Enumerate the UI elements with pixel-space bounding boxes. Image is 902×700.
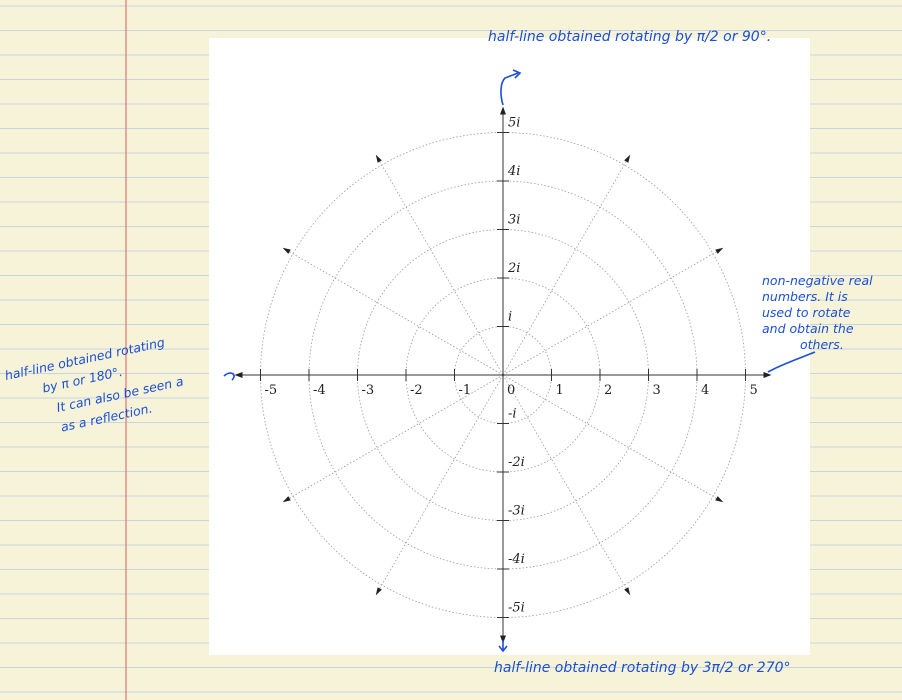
annotation-right-line-4: and obtain the [762,321,854,336]
annotation-top: half-line obtained rotating by π/2 or 90… [488,29,771,106]
imaginary-axis-arrow-down [500,635,506,644]
real-tick-label: -5 [265,383,278,398]
annotation-left-arrow [223,372,235,381]
annotation-top-arrow [500,72,519,106]
grid-ray [502,161,627,376]
grid-ray [502,374,627,589]
imaginary-tick-label: -2i [508,455,525,470]
axes [234,106,772,644]
real-axis-arrow-right [763,372,772,378]
annotation-bottom: half-line obtained rotating by 3π/2 or 2… [494,640,791,676]
real-tick-label: 4 [701,383,709,398]
annotation-right-line-3: used to rotate [762,305,851,320]
imaginary-tick-label: 4i [507,164,520,179]
grid-ray [502,251,717,376]
imaginary-tick-label: 3i [508,213,520,228]
ray-arrowhead [282,496,291,503]
imaginary-tick-label: -5i [508,601,525,616]
real-tick-label: -2 [410,383,423,398]
annotation-right: non-negative real numbers. It is used to… [762,273,873,373]
ray-arrowhead [375,587,382,596]
grid-ray [379,374,504,589]
real-tick-label: 1 [556,383,564,398]
imaginary-tick-label: -4i [508,552,525,567]
grid-ray [502,374,717,499]
grid-ray [379,161,504,376]
ray-arrowhead [715,496,724,503]
ray-arrowhead [624,587,631,596]
annotation-right-line-5: others. [800,337,844,352]
annotation-left: half-line obtained rotating by π or 180°… [3,334,184,434]
real-tick-label: -1 [459,383,472,398]
annotation-top-arrowhead [512,69,522,79]
ray-arrowhead [624,154,631,163]
imaginary-axis-arrow-up [500,106,506,115]
imaginary-tick-label: 5i [508,116,520,131]
annotation-right-arrow [767,351,816,373]
ray-arrowhead [375,154,382,163]
imaginary-tick-label: -3i [508,504,525,519]
real-tick-label: -4 [313,383,326,398]
annotation-right-line-1: non-negative real [762,273,873,288]
plot-card [209,38,810,655]
real-tick-label: 2 [604,383,612,398]
imaginary-tick-label: i [508,310,512,325]
annotation-top-text: half-line obtained rotating by π/2 or 90… [488,29,771,45]
annotation-bottom-arrow [498,640,508,653]
imaginary-tick-label: 2i [507,261,520,276]
real-axis-arrow-left [234,372,243,378]
grid-ray [289,374,504,499]
real-tick-label: -3 [362,383,375,398]
annotation-right-line-2: numbers. It is [762,289,848,304]
tick-labels: -5 -4 -3 -2 -1 0 1 2 3 4 5 5i 4i 3i 2i i -i -2i -3i -4i -5i [260,116,758,618]
grid-ray [289,251,504,376]
imaginary-tick-label: -i [508,407,517,422]
real-tick-label: 3 [653,383,661,398]
ray-arrowhead [282,247,291,254]
real-tick-label: 0 [507,383,515,398]
annotation-bottom-text: half-line obtained rotating by 3π/2 or 2… [494,660,791,676]
ray-arrowhead [715,247,724,254]
real-tick-label: 5 [750,383,758,398]
